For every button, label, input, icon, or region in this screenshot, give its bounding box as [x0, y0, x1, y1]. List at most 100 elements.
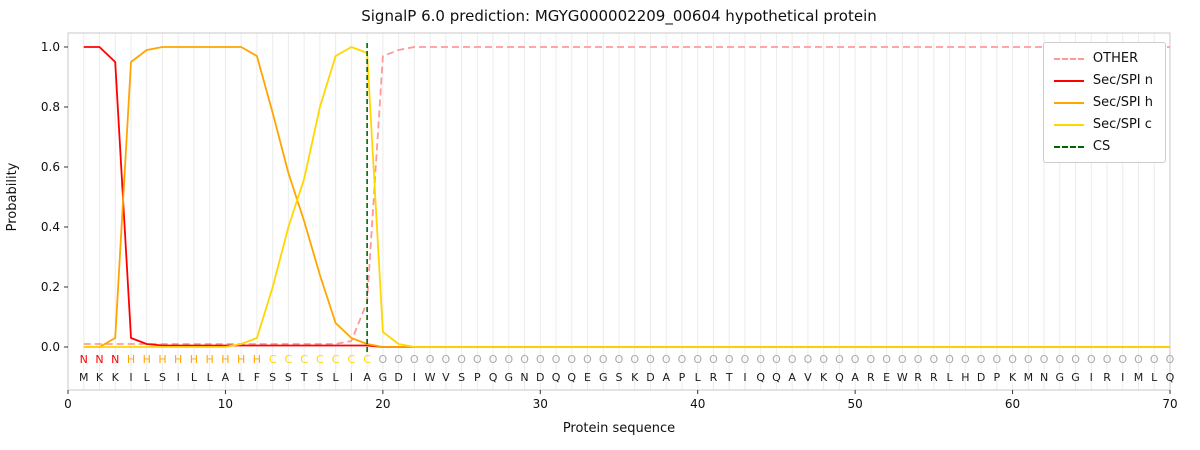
region-label: O [898, 353, 907, 366]
residue-letter: A [788, 371, 796, 384]
region-label: O [693, 353, 702, 366]
region-label: H [237, 353, 245, 366]
legend-label-sec-spi-c: Sec/SPI c [1092, 117, 1152, 132]
legend-label-cs: CS [1092, 139, 1111, 154]
region-label: O [410, 353, 419, 366]
residue-letter: I [743, 371, 746, 384]
chart-axes: 0 10 20 30 40 50 60 70 0.0 0.2 0.4 0.6 0.8 1.0 [41, 40, 1178, 411]
region-label: O [1055, 353, 1064, 366]
residue-letter: V [442, 371, 450, 384]
residue-letter: A [222, 371, 230, 384]
residue-letter: K [1009, 371, 1017, 384]
residue-letter: K [112, 371, 120, 384]
region-label: O [977, 353, 986, 366]
region-label: O [725, 353, 734, 366]
region-label: O [646, 353, 655, 366]
residue-letter: D [536, 371, 544, 384]
residue-letter: A [662, 371, 670, 384]
chart-title: SignalP 6.0 prediction: MGYG000002209_00… [361, 7, 877, 26]
legend-entry-cs: CS [1053, 139, 1153, 154]
residue-letter: W [425, 371, 436, 384]
residue-letter: M [1024, 371, 1034, 384]
y-tick-label: 0.6 [41, 160, 60, 174]
residue-letter: A [851, 371, 859, 384]
residue-letter: L [144, 371, 151, 384]
residue-letter: R [867, 371, 875, 384]
region-label: O [1134, 353, 1143, 366]
region-label: O [709, 353, 718, 366]
residue-letter: S [316, 371, 323, 384]
x-tick-label: 30 [533, 397, 548, 411]
legend-label-other: OTHER [1092, 51, 1139, 66]
residue-letter: S [458, 371, 465, 384]
region-label: O [882, 353, 891, 366]
x-axis-label: Protein sequence [563, 421, 675, 436]
legend-entry-sec-spi-n: Sec/SPI n [1053, 73, 1153, 88]
residue-letter: G [1071, 371, 1080, 384]
legend-line-cs-icon [1053, 145, 1084, 148]
region-label: O [394, 353, 403, 366]
residue-letter: D [646, 371, 654, 384]
legend-line-sec-spi-c-icon [1053, 123, 1084, 126]
residue-letter: S [285, 371, 292, 384]
region-label: C [363, 353, 371, 366]
y-tick-label: 1.0 [41, 40, 60, 54]
region-label: O [504, 353, 513, 366]
residue-letter: N [1040, 371, 1048, 384]
region-label: O [630, 353, 639, 366]
series-line-sec-spi-n [83, 46, 1170, 348]
region-label: O [567, 353, 576, 366]
residue-letter: Q [772, 371, 781, 384]
region-label: O [441, 353, 450, 366]
region-label: O [489, 353, 498, 366]
residue-letter: S [616, 371, 623, 384]
region-label: O [1024, 353, 1033, 366]
chart-letters: NMNKNKHIHLHSHIHLHLHAHLHFCSCSCTCSCLCICAOG… [79, 353, 1175, 384]
residue-letter: L [207, 371, 214, 384]
region-label: C [348, 353, 356, 366]
region-label: O [914, 353, 923, 366]
region-label: N [80, 353, 88, 366]
chart-grid [67, 32, 1171, 391]
residue-letter: P [994, 371, 1001, 384]
region-label: O [426, 353, 435, 366]
residue-letter: M [79, 371, 89, 384]
region-label: O [1040, 353, 1049, 366]
y-tick-label: 0.4 [41, 220, 60, 234]
legend: OTHER Sec/SPI n Sec/SPI h Sec/SPI c CS [1042, 42, 1166, 163]
region-label: O [992, 353, 1001, 366]
residue-letter: I [129, 371, 132, 384]
legend-label-sec-spi-h: Sec/SPI h [1092, 95, 1153, 110]
region-label: O [819, 353, 828, 366]
residue-letter: E [584, 371, 591, 384]
region-label: O [788, 353, 797, 366]
region-label: O [1103, 353, 1112, 366]
residue-letter: G [1056, 371, 1065, 384]
residue-letter: H [961, 371, 969, 384]
legend-label-sec-spi-n: Sec/SPI n [1092, 73, 1153, 88]
region-label: O [1118, 353, 1127, 366]
region-label: O [678, 353, 687, 366]
region-label: H [253, 353, 261, 366]
x-tick-label: 70 [1162, 397, 1177, 411]
series-line-sec-spi-h [83, 46, 1170, 348]
region-label: H [190, 353, 198, 366]
region-label: O [1150, 353, 1159, 366]
region-label: H [127, 353, 135, 366]
residue-letter: Q [489, 371, 498, 384]
region-label: C [285, 353, 293, 366]
residue-letter: K [96, 371, 104, 384]
residue-letter: W [897, 371, 908, 384]
region-label: O [552, 353, 561, 366]
region-label: O [804, 353, 813, 366]
residue-letter: I [1121, 371, 1124, 384]
residue-letter: I [350, 371, 353, 384]
residue-letter: D [977, 371, 985, 384]
residue-letter: T [725, 371, 733, 384]
residue-letter: L [238, 371, 245, 384]
residue-letter: I [413, 371, 416, 384]
legend-entry-other: OTHER [1053, 51, 1153, 66]
region-label: O [851, 353, 860, 366]
region-label: N [95, 353, 103, 366]
